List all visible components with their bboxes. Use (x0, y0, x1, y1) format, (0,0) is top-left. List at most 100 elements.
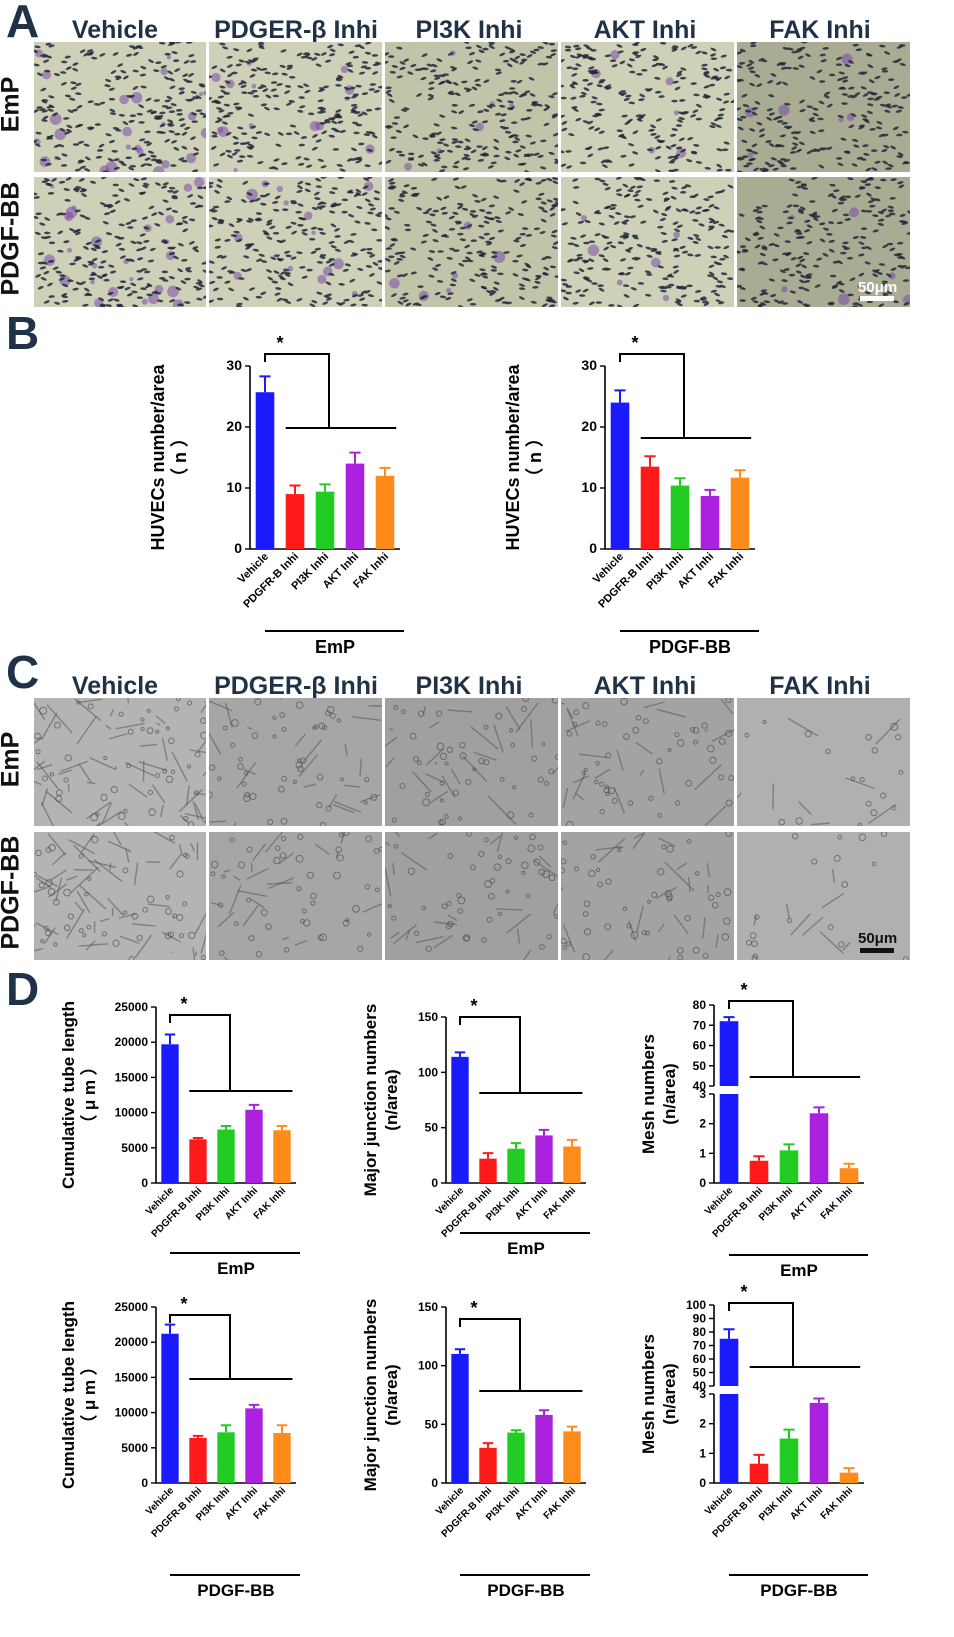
y-tick-label: 3 (699, 1087, 706, 1101)
error-bar (289, 484, 301, 495)
transwell-micrograph (737, 42, 910, 172)
bar (839, 1472, 859, 1483)
error-bar (454, 1348, 466, 1354)
y-tick-label: 20000 (115, 1035, 149, 1049)
significance-bracket (169, 1014, 231, 1091)
significance-star: * (740, 980, 747, 1000)
error-bar (220, 1424, 232, 1433)
y-tick-label: 10 (226, 479, 242, 495)
a-scale-bar (860, 296, 894, 301)
y-tick-label: 80 (693, 1325, 707, 1339)
y-axis-label: （ n ） (170, 429, 190, 486)
c-row-label-emp: EmP (0, 731, 25, 788)
y-tick-label: 0 (589, 540, 597, 556)
error-bar (813, 1106, 825, 1114)
y-axis-label: （ μ m ） (79, 1058, 99, 1132)
c-col-label-vehicle: Vehicle (71, 672, 159, 700)
y-tick-label: 20 (226, 418, 242, 434)
y-axis-label: (n/area) (660, 1363, 679, 1424)
bar (345, 463, 365, 549)
error-bar (482, 1442, 494, 1448)
significance-star: * (276, 333, 283, 353)
y-tick-label: 25000 (115, 1300, 149, 1314)
y-tick-label: 150 (418, 1010, 438, 1024)
tube-micrograph (561, 698, 734, 826)
bar (670, 485, 690, 549)
y-tick-label: 10000 (115, 1406, 149, 1420)
error-bar (753, 1155, 765, 1161)
significance-bracket (169, 1314, 231, 1379)
bar (315, 491, 335, 549)
micrograph-texture (737, 717, 904, 826)
group-label: PDGF-BB (649, 637, 731, 657)
bar (809, 1402, 829, 1483)
bar (255, 392, 275, 549)
error-bar (192, 1434, 204, 1438)
y-tick-label: 1 (699, 1446, 706, 1460)
x-tick-label: AKT Inhi (788, 1485, 825, 1522)
error-bar (674, 477, 686, 486)
y-tick-label: 90 (693, 1312, 707, 1326)
transwell-micrograph (34, 42, 206, 172)
a-col-label-fak: FAK Inhi (769, 16, 871, 44)
transwell-micrograph (209, 42, 382, 172)
error-bar (319, 483, 331, 492)
group-label: PDGF-BB (487, 1581, 564, 1600)
chart-tube-length-pdgf: 0500010000150002000025000VehiclePDGFR-B … (59, 1294, 300, 1600)
y-axis-label: Major junction numbers (361, 1299, 380, 1492)
y-tick-label: 0 (141, 1476, 148, 1490)
bar (285, 494, 305, 549)
significance-bracket (264, 353, 330, 428)
y-tick-label: 70 (693, 1018, 707, 1032)
c-scale-bar-label: 50μm (858, 930, 898, 947)
y-tick-label: 10000 (115, 1106, 149, 1120)
y-axis-label: (n/area) (660, 1063, 679, 1124)
y-tick-label: 70 (693, 1339, 707, 1353)
error-bar (704, 488, 716, 496)
micrograph-texture (385, 177, 558, 307)
micrograph-texture (34, 42, 206, 172)
error-bar (276, 1424, 288, 1434)
error-bar (566, 1425, 578, 1432)
bar (719, 1094, 739, 1183)
error-bar (164, 1033, 176, 1045)
error-bar (843, 1162, 855, 1169)
error-bar (220, 1124, 232, 1130)
micrograph-texture (385, 698, 558, 826)
y-tick-label: 30 (581, 357, 597, 373)
y-axis-label: Mesh numbers (639, 1034, 658, 1154)
y-tick-label: 100 (418, 1359, 438, 1373)
error-bar (723, 1016, 735, 1022)
group-label: EmP (507, 1239, 545, 1258)
micrograph-texture (561, 177, 734, 307)
micrograph-texture (34, 177, 206, 307)
bar (749, 1160, 769, 1183)
bar (700, 495, 720, 549)
error-bar (379, 466, 391, 476)
transwell-micrograph (561, 177, 734, 307)
error-bar (783, 1143, 795, 1151)
panel-letter-d: D (6, 963, 40, 1015)
error-bar (843, 1467, 855, 1473)
tube-micrograph (737, 698, 910, 826)
y-tick-label: 0 (699, 1476, 706, 1490)
y-tick-label: 50 (693, 1366, 707, 1380)
y-tick-label: 50 (425, 1121, 439, 1135)
tube-micrograph (34, 698, 206, 826)
tube-micrograph (385, 832, 558, 960)
panel-letter-a: A (6, 0, 40, 47)
y-tick-label: 0 (141, 1176, 148, 1190)
c-row-label-pdgf: PDGF-BB (0, 835, 25, 950)
error-bar (248, 1403, 260, 1409)
tube-micrograph (385, 698, 558, 826)
micrograph-texture (561, 42, 734, 172)
y-tick-label: 0 (234, 540, 242, 556)
tube-micrograph (561, 832, 734, 960)
error-bar (276, 1124, 288, 1131)
y-tick-label: 1 (699, 1146, 706, 1160)
bar (507, 1148, 525, 1183)
bar (217, 1129, 235, 1183)
